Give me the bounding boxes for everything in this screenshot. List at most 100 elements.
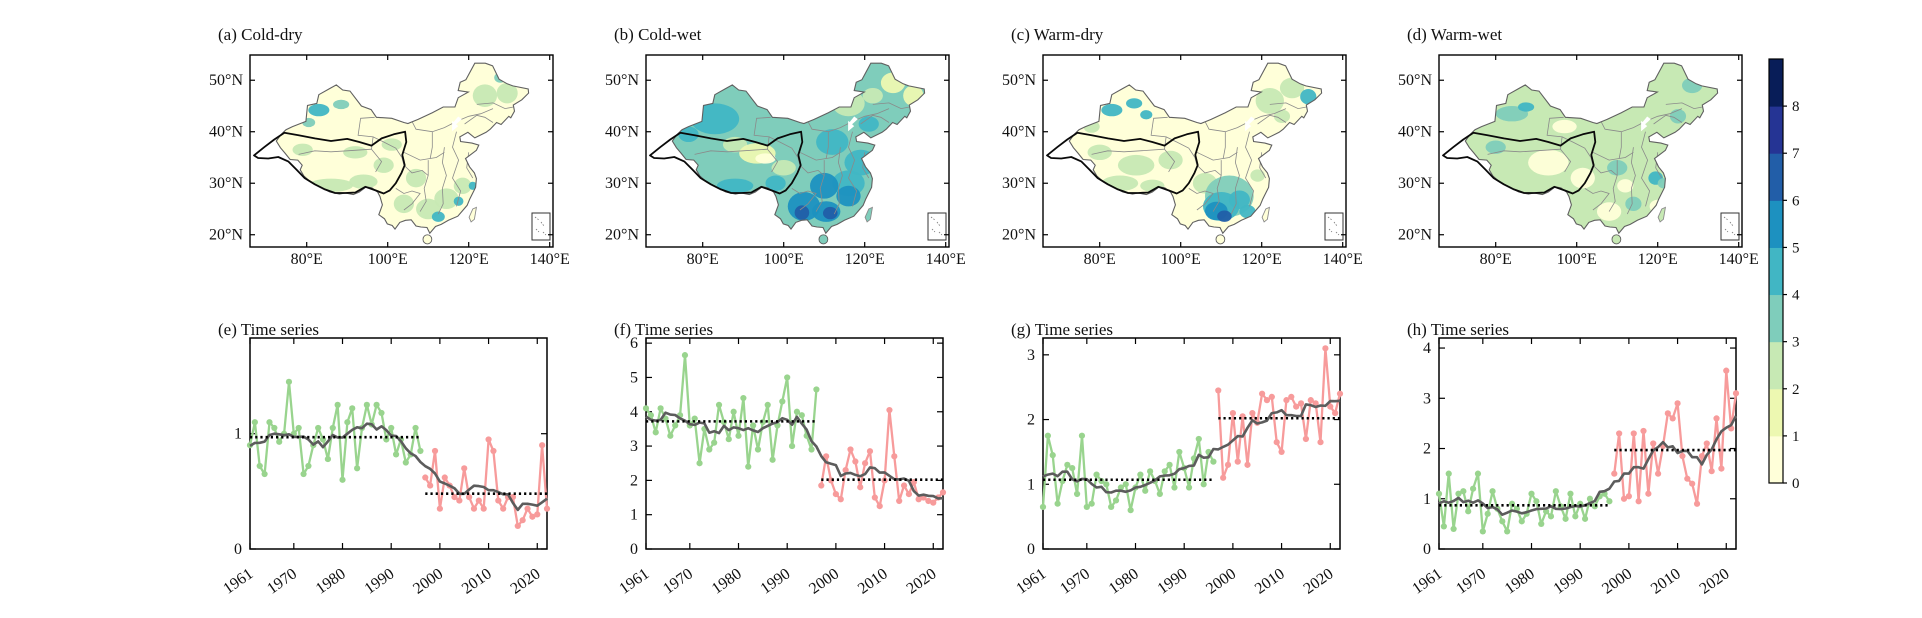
y-tick-label: 40°N — [1398, 124, 1432, 141]
shading-blob — [836, 185, 861, 207]
late-series-point — [524, 505, 531, 512]
map-panel-cold-wet: (b) Cold-wet 80°E 100°E 120°E 140°E 50°N 40°N… — [586, 15, 966, 275]
shading-blob — [810, 172, 839, 199]
province-border — [1165, 136, 1196, 158]
late-series-point — [1732, 390, 1740, 397]
late-series-point — [1224, 461, 1232, 468]
x-tick-label: 1970 — [264, 565, 300, 597]
late-series-point — [1693, 500, 1701, 507]
early-series-point — [647, 412, 654, 419]
shading-blob — [862, 87, 883, 104]
early-series-point — [1489, 488, 1496, 495]
y-tick-label: 50°N — [605, 72, 639, 89]
shading-blob — [1217, 210, 1232, 222]
x-tick-label: 1990 — [1155, 565, 1191, 597]
map-panel-cold-dry: (a) Cold-dry 80°E 100°E 120°E 140°E 50°N 40°N… — [190, 15, 570, 275]
shading-blob — [308, 103, 330, 117]
province-border — [437, 147, 447, 215]
late-series-point — [1258, 390, 1266, 397]
early-series-point — [329, 424, 336, 432]
ts-panel-e: (e) Time series 1961 1970 1980 1990 2000 2010… — [190, 312, 580, 612]
early-series-point — [315, 424, 322, 432]
late-series-point — [461, 465, 468, 472]
map-axes-box — [645, 54, 950, 248]
province-border — [1608, 160, 1618, 212]
province-border — [1257, 114, 1287, 125]
late-series-point — [1278, 448, 1285, 456]
late-series-point — [495, 497, 502, 504]
province-border — [860, 114, 890, 125]
shading-blob — [1517, 102, 1535, 112]
colorbar-tick-label: 3 — [1792, 335, 1800, 351]
late-series-point — [823, 453, 830, 460]
shading-blob — [453, 196, 464, 206]
x-tick-label: 80°E — [1480, 251, 1512, 268]
y-tick-label: 40°N — [209, 124, 243, 141]
early-series-point — [412, 424, 419, 432]
early-series-point — [1112, 497, 1120, 504]
province-border — [872, 102, 910, 110]
late-series-point — [1654, 470, 1662, 477]
late-series-point — [847, 446, 854, 453]
shading-group — [1083, 77, 1317, 222]
x-tick-label: 80°E — [687, 251, 719, 268]
y-tick-label: 20°N — [1002, 227, 1036, 244]
early-series-point — [1450, 525, 1457, 533]
province-border — [1584, 188, 1610, 211]
colorbar-tick-label: 5 — [1792, 240, 1800, 256]
shading-blob — [381, 138, 402, 151]
shading-blob — [1273, 109, 1291, 123]
province-border — [298, 148, 372, 155]
x-tick-label: 2020 — [904, 565, 940, 597]
early-series-point — [1049, 452, 1056, 459]
colorbar-tick-label: 8 — [1792, 99, 1800, 115]
shading-blob — [771, 160, 796, 176]
province-border — [1196, 151, 1238, 161]
x-tick-label: 2010 — [1252, 565, 1288, 597]
y-tick-label: 20°N — [1398, 227, 1432, 244]
shading-blob — [453, 177, 472, 195]
x-tick-label: 1980 — [1106, 565, 1142, 597]
taiwan-island — [1657, 206, 1666, 223]
late-series-point — [1664, 410, 1671, 417]
x-tick-label: 120°E — [1638, 251, 1678, 268]
late-series-point — [1229, 409, 1236, 417]
early-series-point — [1465, 508, 1472, 515]
y-tick-label: 30°N — [605, 175, 639, 192]
early-series-point — [383, 436, 390, 443]
study-region-boundary — [649, 130, 804, 195]
map-axes-box — [249, 54, 554, 248]
early-series-point — [1479, 528, 1486, 535]
ts-panel-g: (g) Time series 1961 1970 1980 1990 2000 2010… — [983, 312, 1373, 612]
taiwan-island — [1261, 206, 1270, 223]
x-tick-label: 140°E — [1323, 251, 1363, 268]
shading-blob — [393, 194, 415, 214]
province-border — [1561, 136, 1592, 158]
early-series-point — [417, 447, 424, 455]
x-tick-label: 1990 — [1551, 565, 1587, 597]
shading-blob — [333, 99, 350, 110]
study-region-boundary — [1442, 130, 1597, 195]
early-series-point — [730, 408, 737, 415]
late-series-point — [861, 460, 869, 467]
early-series-point — [764, 401, 771, 409]
province-border — [1592, 151, 1634, 161]
late-series-point — [436, 505, 443, 512]
province-border — [371, 148, 383, 173]
late-series-point — [1263, 397, 1271, 404]
province-border — [815, 160, 825, 212]
colorbar-segment — [1769, 294, 1783, 343]
x-tick-label: 2000 — [1599, 565, 1635, 597]
smoothed-line — [1438, 415, 1738, 516]
shading-blob — [1239, 204, 1256, 219]
china-border — [1068, 62, 1323, 235]
x-tick-label: 1961 — [220, 565, 256, 597]
x-tick-label: 140°E — [926, 251, 966, 268]
white-arrow-annotation — [1245, 116, 1255, 132]
x-tick-label: 120°E — [845, 251, 885, 268]
ts-chart-h: 1961 1970 1980 1990 2000 2010 2020 0 1 2 3 4 — [1409, 337, 1740, 598]
late-series-point — [431, 447, 439, 455]
late-series-point — [891, 453, 898, 460]
colorbar-tick-label: 2 — [1792, 382, 1800, 398]
late-series-point — [1698, 452, 1706, 460]
